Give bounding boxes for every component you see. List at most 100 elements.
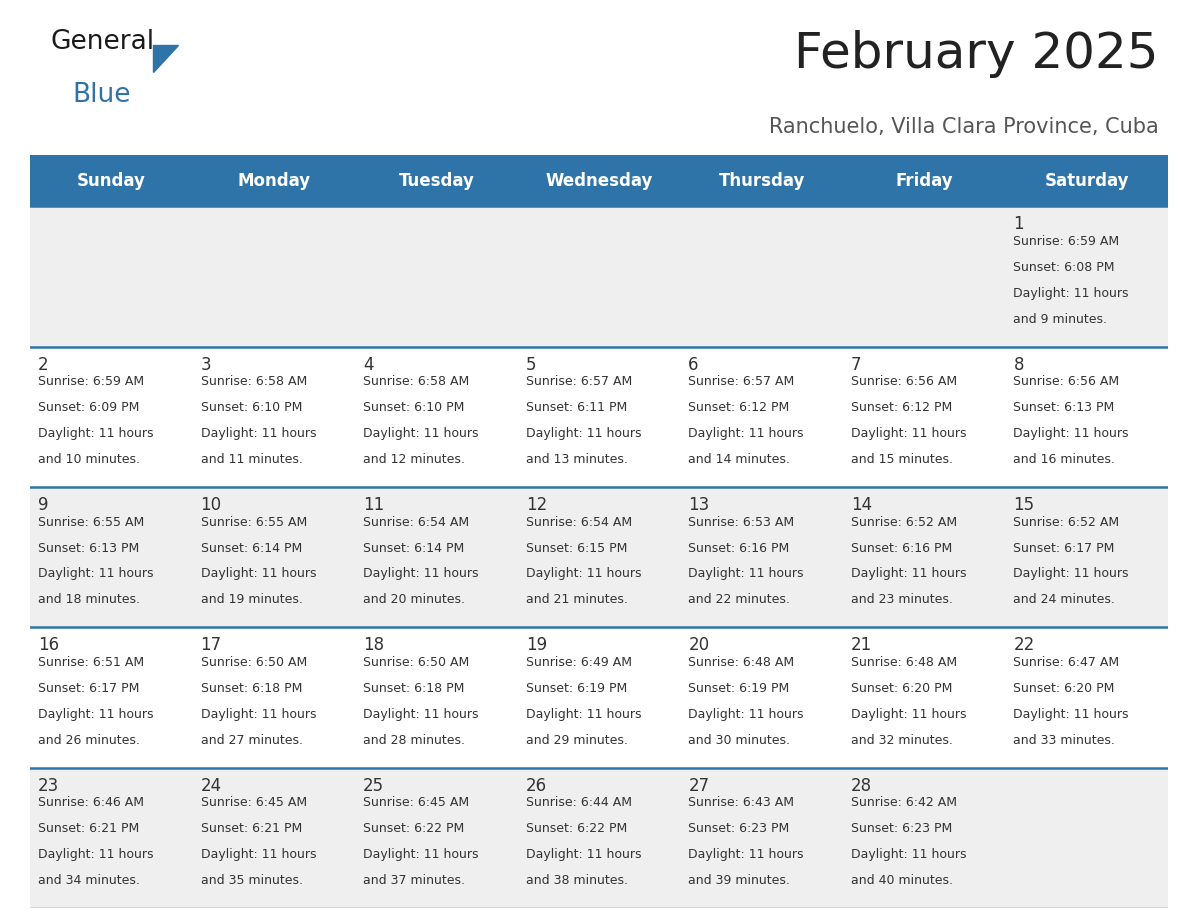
Bar [1005, 155, 1168, 207]
Bar [518, 155, 681, 207]
Text: Daylight: 11 hours: Daylight: 11 hours [688, 567, 804, 580]
Text: 2: 2 [38, 355, 49, 374]
Text: Daylight: 11 hours: Daylight: 11 hours [1013, 286, 1129, 300]
Text: February 2025: February 2025 [794, 30, 1158, 78]
Text: Sunset: 6:13 PM: Sunset: 6:13 PM [38, 542, 139, 554]
Text: and 19 minutes.: and 19 minutes. [201, 593, 303, 607]
Bar [30, 487, 1168, 627]
Text: Sunrise: 6:57 AM: Sunrise: 6:57 AM [525, 375, 632, 388]
Text: Sunset: 6:12 PM: Sunset: 6:12 PM [688, 401, 790, 414]
Text: and 26 minutes.: and 26 minutes. [38, 733, 140, 747]
Text: Sunset: 6:12 PM: Sunset: 6:12 PM [851, 401, 952, 414]
Text: 8: 8 [1013, 355, 1024, 374]
Text: 28: 28 [851, 777, 872, 795]
Text: Sunset: 6:10 PM: Sunset: 6:10 PM [364, 401, 465, 414]
Text: Sunrise: 6:54 AM: Sunrise: 6:54 AM [525, 516, 632, 529]
Text: Sunrise: 6:43 AM: Sunrise: 6:43 AM [688, 796, 795, 810]
Text: Saturday: Saturday [1044, 172, 1129, 190]
Text: Sunset: 6:16 PM: Sunset: 6:16 PM [688, 542, 790, 554]
Text: Sunset: 6:14 PM: Sunset: 6:14 PM [364, 542, 465, 554]
Text: 24: 24 [201, 777, 222, 795]
Text: Daylight: 11 hours: Daylight: 11 hours [525, 427, 642, 440]
Text: Sunset: 6:08 PM: Sunset: 6:08 PM [1013, 261, 1114, 274]
Text: Sunday: Sunday [77, 172, 146, 190]
Text: 23: 23 [38, 777, 59, 795]
Text: Daylight: 11 hours: Daylight: 11 hours [688, 427, 804, 440]
Text: Sunset: 6:18 PM: Sunset: 6:18 PM [364, 682, 465, 695]
Text: Daylight: 11 hours: Daylight: 11 hours [851, 848, 966, 861]
Text: Daylight: 11 hours: Daylight: 11 hours [364, 708, 479, 721]
Text: Sunset: 6:16 PM: Sunset: 6:16 PM [851, 542, 952, 554]
Text: and 9 minutes.: and 9 minutes. [1013, 313, 1107, 326]
Text: Sunset: 6:23 PM: Sunset: 6:23 PM [688, 823, 790, 835]
Text: Sunrise: 6:56 AM: Sunrise: 6:56 AM [851, 375, 958, 388]
Text: Sunrise: 6:50 AM: Sunrise: 6:50 AM [364, 655, 469, 669]
Text: 12: 12 [525, 496, 546, 514]
Text: Sunrise: 6:53 AM: Sunrise: 6:53 AM [688, 516, 795, 529]
Text: and 32 minutes.: and 32 minutes. [851, 733, 953, 747]
Text: Daylight: 11 hours: Daylight: 11 hours [201, 848, 316, 861]
Text: Daylight: 11 hours: Daylight: 11 hours [851, 567, 966, 580]
Text: Daylight: 11 hours: Daylight: 11 hours [688, 708, 804, 721]
Text: Sunrise: 6:44 AM: Sunrise: 6:44 AM [525, 796, 632, 810]
Bar [30, 627, 1168, 767]
Text: and 11 minutes.: and 11 minutes. [201, 453, 303, 466]
Text: Sunrise: 6:52 AM: Sunrise: 6:52 AM [851, 516, 958, 529]
Text: Daylight: 11 hours: Daylight: 11 hours [38, 567, 153, 580]
Text: Sunset: 6:10 PM: Sunset: 6:10 PM [201, 401, 302, 414]
Text: Monday: Monday [238, 172, 310, 190]
Text: Sunrise: 6:52 AM: Sunrise: 6:52 AM [1013, 516, 1119, 529]
Text: 22: 22 [1013, 636, 1035, 655]
Text: Sunset: 6:19 PM: Sunset: 6:19 PM [688, 682, 790, 695]
Bar [30, 207, 1168, 347]
Text: and 22 minutes.: and 22 minutes. [688, 593, 790, 607]
Text: Wednesday: Wednesday [545, 172, 652, 190]
Text: and 23 minutes.: and 23 minutes. [851, 593, 953, 607]
Text: Sunset: 6:19 PM: Sunset: 6:19 PM [525, 682, 627, 695]
Text: 5: 5 [525, 355, 536, 374]
Text: and 34 minutes.: and 34 minutes. [38, 874, 140, 887]
Text: 18: 18 [364, 636, 384, 655]
Text: Thursday: Thursday [719, 172, 804, 190]
Text: Sunset: 6:22 PM: Sunset: 6:22 PM [525, 823, 627, 835]
Text: Sunset: 6:20 PM: Sunset: 6:20 PM [1013, 682, 1114, 695]
Text: and 40 minutes.: and 40 minutes. [851, 874, 953, 887]
Text: Daylight: 11 hours: Daylight: 11 hours [364, 427, 479, 440]
Text: Daylight: 11 hours: Daylight: 11 hours [525, 708, 642, 721]
Text: Daylight: 11 hours: Daylight: 11 hours [851, 427, 966, 440]
Text: Sunrise: 6:50 AM: Sunrise: 6:50 AM [201, 655, 307, 669]
Text: 21: 21 [851, 636, 872, 655]
Text: 26: 26 [525, 777, 546, 795]
Text: Sunset: 6:21 PM: Sunset: 6:21 PM [38, 823, 139, 835]
Text: 25: 25 [364, 777, 384, 795]
Text: Sunset: 6:13 PM: Sunset: 6:13 PM [1013, 401, 1114, 414]
Text: 4: 4 [364, 355, 373, 374]
Text: Sunrise: 6:59 AM: Sunrise: 6:59 AM [38, 375, 144, 388]
Text: Sunrise: 6:45 AM: Sunrise: 6:45 AM [364, 796, 469, 810]
Text: and 38 minutes.: and 38 minutes. [525, 874, 627, 887]
Text: Sunrise: 6:45 AM: Sunrise: 6:45 AM [201, 796, 307, 810]
Text: Daylight: 11 hours: Daylight: 11 hours [1013, 427, 1129, 440]
Text: Sunset: 6:15 PM: Sunset: 6:15 PM [525, 542, 627, 554]
Bar [30, 767, 1168, 908]
Text: 10: 10 [201, 496, 222, 514]
Bar [681, 155, 842, 207]
Text: 3: 3 [201, 355, 211, 374]
Text: Sunrise: 6:55 AM: Sunrise: 6:55 AM [38, 516, 144, 529]
Text: Sunrise: 6:55 AM: Sunrise: 6:55 AM [201, 516, 307, 529]
Text: and 39 minutes.: and 39 minutes. [688, 874, 790, 887]
Text: Daylight: 11 hours: Daylight: 11 hours [38, 427, 153, 440]
Text: Ranchuelo, Villa Clara Province, Cuba: Ranchuelo, Villa Clara Province, Cuba [769, 117, 1158, 137]
Text: Daylight: 11 hours: Daylight: 11 hours [201, 427, 316, 440]
Text: 17: 17 [201, 636, 222, 655]
Polygon shape [153, 45, 178, 72]
Text: and 21 minutes.: and 21 minutes. [525, 593, 627, 607]
Text: Sunrise: 6:42 AM: Sunrise: 6:42 AM [851, 796, 956, 810]
Bar [30, 155, 192, 207]
Text: Daylight: 11 hours: Daylight: 11 hours [525, 848, 642, 861]
Text: Daylight: 11 hours: Daylight: 11 hours [201, 708, 316, 721]
Text: Daylight: 11 hours: Daylight: 11 hours [688, 848, 804, 861]
Text: Sunset: 6:21 PM: Sunset: 6:21 PM [201, 823, 302, 835]
Text: Sunrise: 6:57 AM: Sunrise: 6:57 AM [688, 375, 795, 388]
Bar [355, 155, 518, 207]
